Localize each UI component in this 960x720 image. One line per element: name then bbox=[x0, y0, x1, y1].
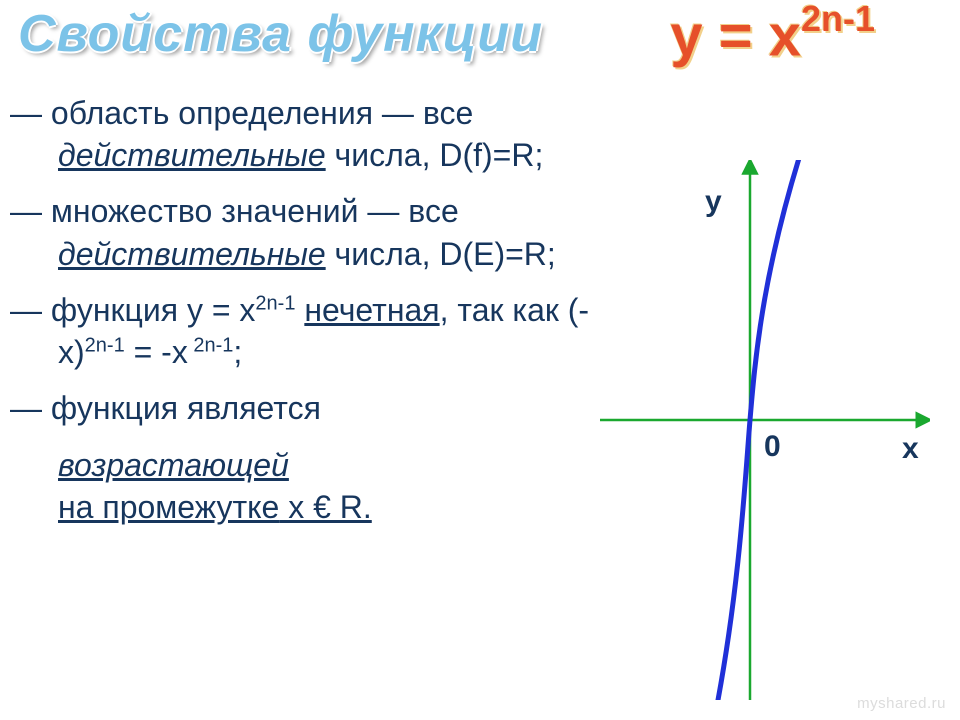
function-graph: y x 0 bbox=[600, 160, 930, 700]
slide-formula: y = x2n-1 bbox=[670, 2, 875, 69]
formula-exponent: 2n-1 bbox=[801, 0, 875, 39]
origin-label: 0 bbox=[764, 430, 781, 464]
text: — область определения — все bbox=[10, 95, 473, 131]
bullet-range: — множество значений — все действительны… bbox=[10, 190, 595, 274]
sup: 2n-1 bbox=[255, 292, 295, 314]
text-underline: нечетная bbox=[304, 292, 439, 328]
sup: 2n-1 bbox=[85, 335, 125, 357]
text-underline: действительные bbox=[58, 137, 326, 173]
bullet-odd: — функция y = x2n-1 нечетная, так как (-… bbox=[10, 289, 595, 373]
y-axis-label: y bbox=[705, 185, 722, 219]
text-underline: возрастающей bbox=[58, 447, 289, 483]
text: — функция y = x bbox=[10, 292, 255, 328]
text: — множество значений — все bbox=[10, 193, 459, 229]
bullet-increasing-2: возрастающей bbox=[10, 444, 595, 486]
watermark: myshared.ru bbox=[857, 695, 946, 712]
slide-title-left: Свойства функции bbox=[18, 4, 543, 64]
text: числа, D(f)=R; bbox=[326, 137, 544, 173]
text-underline: х € R. bbox=[279, 489, 371, 525]
formula-lhs: y = x bbox=[670, 3, 801, 68]
text-underline: на промежутке bbox=[58, 489, 279, 525]
text bbox=[295, 292, 304, 328]
text-underline: действительные bbox=[58, 236, 326, 272]
bullet-increasing: — функция является bbox=[10, 387, 595, 429]
text: = -х bbox=[125, 334, 188, 370]
bullet-domain: — область определения — все действительн… bbox=[10, 92, 595, 176]
x-axis-label: x bbox=[902, 432, 919, 466]
text: — функция является bbox=[10, 390, 321, 426]
sup: 2n-1 bbox=[188, 335, 234, 357]
properties-list: — область определения — все действительн… bbox=[10, 92, 595, 528]
bullet-interval: на промежутке х € R. bbox=[10, 486, 595, 528]
text: числа, D(E)=R; bbox=[326, 236, 556, 272]
text: ; bbox=[233, 334, 242, 370]
